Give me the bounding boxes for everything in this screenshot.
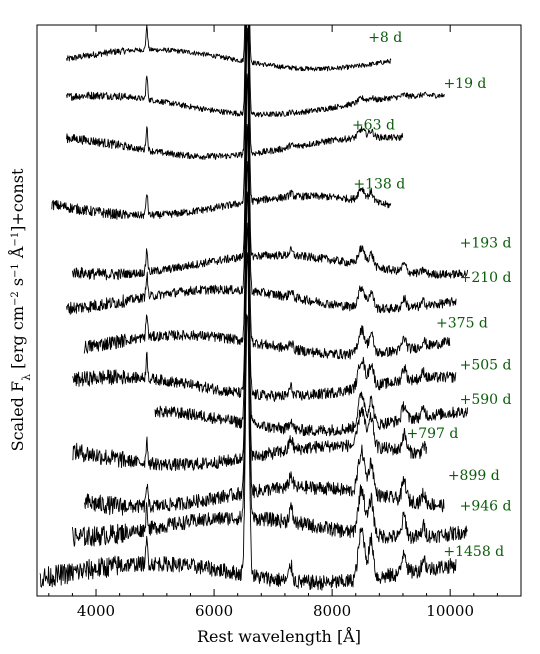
x-tick-label: 6000 xyxy=(195,602,233,620)
spectrum-line xyxy=(154,161,469,437)
y-label-exp1: −2 xyxy=(10,291,21,306)
spectrum-line xyxy=(39,314,457,591)
y-label-exp3: −1 xyxy=(10,232,21,247)
spectrum-line xyxy=(71,25,469,281)
spectrum-line xyxy=(66,27,457,315)
epoch-label: +797 d xyxy=(407,426,459,442)
spectrum-line xyxy=(72,123,457,402)
y-label-mid2: s xyxy=(8,278,27,291)
spectrum-line xyxy=(83,73,451,360)
spectra-group xyxy=(39,25,469,591)
epoch-labels: +8 d +19 d +63 d +138 d +193 d +210 d +375 d +5… xyxy=(352,30,512,560)
epoch-label: +63 d xyxy=(352,118,395,134)
y-label-mid1: [erg cm xyxy=(8,306,27,374)
epoch-label: +1458 d xyxy=(443,544,504,560)
epoch-label: +193 d xyxy=(460,236,512,252)
y-axis-label: Scaled Fλ [erg cm−2 s−1 Å−1]+const xyxy=(7,168,33,451)
x-tick-label: 8000 xyxy=(313,602,351,620)
spectrum-line xyxy=(83,222,445,516)
spectrum-line xyxy=(66,25,392,72)
epoch-label: +946 d xyxy=(460,498,512,514)
spectrum-line xyxy=(71,252,468,547)
x-axis: 4000 6000 8000 10000 xyxy=(48,25,498,620)
y-label-exp2: −1 xyxy=(10,263,21,278)
epoch-label: +590 d xyxy=(460,392,512,408)
epoch-label: +505 d xyxy=(460,358,512,374)
epoch-label: +899 d xyxy=(448,468,500,484)
y-label-post: ]+const xyxy=(8,168,27,232)
plot-frame xyxy=(36,24,522,597)
epoch-label: +8 d xyxy=(368,30,402,46)
y-label-sub: λ xyxy=(20,374,33,381)
spectrum-line xyxy=(51,25,392,220)
spectrum-line xyxy=(66,25,445,118)
epoch-label: +375 d xyxy=(436,316,488,332)
epoch-label: +210 d xyxy=(460,270,512,286)
x-tick-label: 4000 xyxy=(77,602,115,620)
epoch-label: +138 d xyxy=(353,177,405,193)
x-axis-label: Rest wavelength [Å] xyxy=(197,626,361,646)
x-tick-label: 10000 xyxy=(426,602,474,620)
y-label-pre: Scaled F xyxy=(8,381,27,451)
spectrum-line xyxy=(66,25,404,160)
y-label-mid3: Å xyxy=(7,246,27,263)
epoch-label: +19 d xyxy=(443,76,486,92)
